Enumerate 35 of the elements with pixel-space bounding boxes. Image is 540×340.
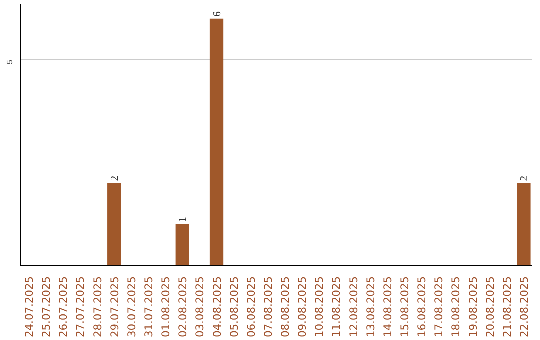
x-tick-label: 01.08.2025 bbox=[160, 276, 173, 338]
x-tick-label: 07.08.2025 bbox=[262, 276, 275, 338]
x-tick-label: 26.07.2025 bbox=[57, 276, 70, 338]
x-tick-label: 02.08.2025 bbox=[176, 276, 190, 338]
x-tick-label: 22.08.2025 bbox=[518, 276, 531, 338]
x-tick-label: 09.08.2025 bbox=[296, 276, 310, 338]
x-tick-label: 31.07.2025 bbox=[142, 276, 156, 338]
x-tick-label: 03.08.2025 bbox=[194, 276, 207, 338]
data-label: 6 bbox=[212, 10, 224, 17]
x-tick-label: 17.08.2025 bbox=[432, 276, 446, 338]
data-label: 2 bbox=[110, 176, 121, 182]
x-tick-label: 16.08.2025 bbox=[416, 276, 429, 338]
x-tick-label: 18.08.2025 bbox=[450, 276, 463, 338]
x-tick-label: 19.08.2025 bbox=[466, 276, 480, 338]
data-label: 2 bbox=[519, 176, 530, 182]
data-label: 1 bbox=[178, 217, 190, 222]
x-tick-label: 04.08.2025 bbox=[210, 276, 224, 338]
x-tick-label: 12.08.2025 bbox=[347, 276, 360, 338]
x-tick-label: 20.08.2025 bbox=[484, 276, 497, 338]
x-tick-label: 15.08.2025 bbox=[398, 276, 412, 338]
x-tick-label: 06.08.2025 bbox=[244, 276, 258, 338]
x-tick-label: 13.08.2025 bbox=[364, 276, 378, 338]
x-tick-label: 28.07.2025 bbox=[91, 276, 104, 338]
x-tick-label: 24.07.2025 bbox=[23, 276, 36, 338]
y-tick-label: 5 bbox=[6, 59, 14, 64]
x-tick-label: 27.07.2025 bbox=[74, 276, 88, 338]
x-tick-label: 29.07.2025 bbox=[108, 276, 122, 338]
x-tick-label: 30.07.2025 bbox=[125, 276, 138, 338]
x-tick-label: 14.08.2025 bbox=[381, 276, 394, 338]
x-tick-label: 08.08.2025 bbox=[279, 276, 292, 338]
x-tick-label: 10.08.2025 bbox=[313, 276, 326, 338]
x-tick-label: 11.08.2025 bbox=[330, 276, 344, 338]
x-tick-label: 05.08.2025 bbox=[228, 276, 241, 338]
x-tick-label: 21.08.2025 bbox=[500, 276, 514, 338]
x-tick-label: 25.07.2025 bbox=[40, 276, 54, 338]
